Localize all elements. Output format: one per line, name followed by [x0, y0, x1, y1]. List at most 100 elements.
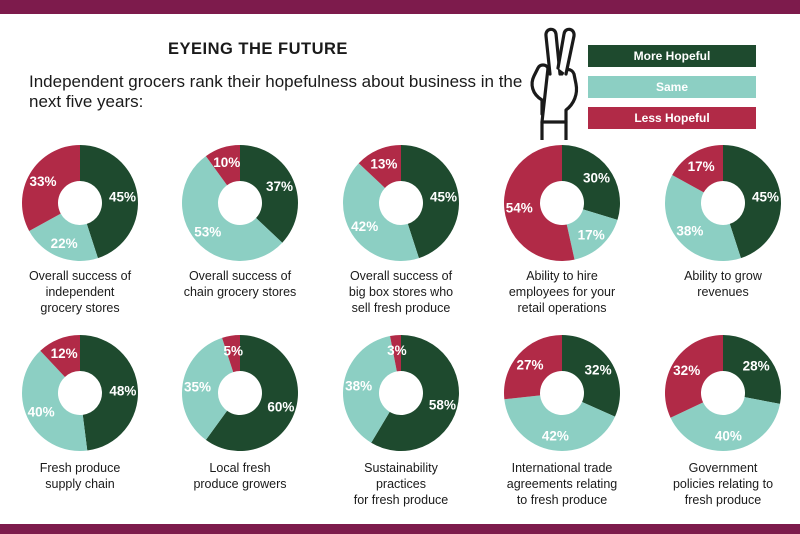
donut-chart-6: 48% 40% 12%: [22, 335, 138, 451]
caption-line: Overall success of: [28, 269, 132, 283]
donut-8-value-same: 38%: [345, 379, 372, 394]
donut-2-slice-more-hopeful: [240, 145, 298, 243]
donut-10-caption: Government policies relating to fresh prod…: [643, 460, 800, 508]
donut-2-slice-same: [182, 156, 283, 261]
caption-line: practices: [375, 477, 427, 491]
donut-9-value-same: 42%: [542, 428, 569, 443]
donut-3-slice-less-hopeful: [358, 145, 401, 188]
donut-1-value-same: 22%: [51, 236, 78, 251]
donut-chart-3: 45% 42% 13%: [343, 145, 459, 261]
donut-10-slice-more-hopeful: [723, 335, 781, 404]
donut-1-value-less-hopeful: 33%: [29, 174, 56, 189]
caption-line: Overall success of: [188, 269, 292, 283]
donut-chart-1: 45% 22% 33%: [22, 145, 138, 261]
donut-3-value-less-hopeful: 13%: [370, 157, 397, 172]
donut-4-caption: Ability to hire employees for your retail …: [482, 268, 642, 316]
donut-5-slice-less-hopeful: [672, 145, 723, 193]
caption-line: Government: [688, 461, 758, 475]
donut-5-caption: Ability to grow revenues: [643, 268, 800, 300]
donut-6-slice-less-hopeful: [40, 335, 80, 377]
donut-6-value-more-hopeful: 48%: [109, 383, 136, 398]
top-border-bar: [0, 0, 800, 14]
caption-line: supply chain: [45, 477, 115, 491]
donut-chart-5: 45% 38% 17%: [665, 145, 781, 261]
donut-chart-9: 32% 42% 27%: [504, 335, 620, 451]
donut-6-slice-same: [22, 350, 88, 451]
donut-8-value-less-hopeful: 3%: [387, 343, 407, 358]
caption-line: for fresh produce: [353, 493, 449, 507]
donut-4-slice-same: [566, 209, 618, 260]
donut-2-caption: Overall success of chain grocery stores: [160, 268, 320, 300]
donut-10-value-same: 40%: [715, 429, 742, 444]
donut-chart-7: 60% 35% 5%: [181, 335, 298, 451]
caption-line: sell fresh produce: [351, 301, 451, 315]
donut-8-slice-less-hopeful: [390, 335, 401, 372]
donut-10-slice-less-hopeful: [665, 335, 723, 418]
donut-4-value-less-hopeful: 54%: [506, 201, 533, 216]
donut-2-slice-less-hopeful: [205, 145, 240, 186]
donut-8-caption: Sustainability practices for fresh produce: [321, 460, 481, 508]
donut-8-value-more-hopeful: 58%: [429, 397, 456, 412]
donut-1-slice-same: [29, 213, 98, 261]
donut-3-slice-more-hopeful: [401, 145, 459, 259]
donut-chart-8: 58% 38% 3%: [343, 335, 459, 451]
donut-chart-4: 30% 17% 54%: [503, 145, 620, 261]
donut-5-slice-more-hopeful: [723, 145, 781, 259]
caption-line: agreements relating: [506, 477, 618, 491]
caption-line: International trade: [511, 461, 613, 475]
donut-4-value-same: 17%: [578, 228, 605, 243]
donut-7-slice-same: [181, 337, 234, 440]
bottom-border-bar: [0, 524, 800, 534]
donut-8-slice-more-hopeful: [371, 335, 459, 451]
donut-10-value-less-hopeful: 32%: [673, 363, 700, 378]
donut-2-value-more-hopeful: 37%: [266, 179, 293, 194]
donut-7-caption: Local fresh produce growers: [160, 460, 320, 492]
caption-line: employees for your: [508, 285, 616, 299]
caption-line: to fresh produce: [516, 493, 608, 507]
caption-line: Ability to grow: [684, 269, 762, 283]
donut-6-value-same: 40%: [28, 404, 55, 419]
page-title: EYEING THE FUTURE: [168, 40, 348, 58]
page-subtitle: Independent grocers rank their hopefulne…: [29, 72, 523, 111]
donut-10-value-more-hopeful: 28%: [743, 359, 770, 374]
caption-line: chain grocery stores: [183, 285, 297, 299]
donut-7-value-same: 35%: [184, 379, 211, 394]
donut-1-caption: Overall success of independent grocery sto…: [0, 268, 160, 316]
caption-line: policies relating to: [672, 477, 774, 491]
caption-line: big box stores who: [348, 285, 454, 299]
crossed-fingers-icon: [530, 27, 579, 140]
donut-7-slice-more-hopeful: [205, 335, 298, 451]
legend: More Hopeful Same Less Hopeful: [588, 45, 756, 138]
caption-line: independent: [45, 285, 115, 299]
caption-line: Ability to hire: [526, 269, 598, 283]
caption-line: Fresh produce: [39, 461, 121, 475]
legend-item-less-hopeful: Less Hopeful: [588, 107, 756, 129]
donut-5-slice-same: [665, 175, 741, 261]
donut-1-slice-less-hopeful: [22, 145, 81, 231]
caption-line: grocery stores: [40, 301, 120, 315]
donut-2-value-same: 53%: [194, 224, 221, 239]
donut-9-caption: International trade agreements relating to…: [482, 460, 642, 508]
donut-1-slice-more-hopeful: [80, 145, 138, 259]
legend-item-same: Same: [588, 76, 756, 98]
caption-line: fresh produce: [684, 493, 762, 507]
caption-line: revenues: [697, 285, 749, 299]
legend-item-more-hopeful: More Hopeful: [588, 45, 756, 67]
donut-3-value-same: 42%: [351, 219, 378, 234]
donut-9-slice-same: [504, 395, 615, 451]
donut-4-slice-less-hopeful: [503, 145, 575, 261]
donut-chart-10: 28% 40% 32%: [665, 335, 781, 451]
donut-3-slice-same: [343, 163, 419, 261]
donut-1-value-more-hopeful: 45%: [109, 189, 136, 204]
donut-2-value-less-hopeful: 10%: [213, 155, 240, 170]
donut-6-caption: Fresh produce supply chain: [0, 460, 160, 492]
donut-9-slice-less-hopeful: [504, 335, 562, 400]
donut-7-value-less-hopeful: 5%: [224, 344, 244, 359]
donut-10-slice-same: [670, 397, 780, 451]
donut-5-value-less-hopeful: 17%: [688, 159, 715, 174]
donut-9-slice-more-hopeful: [562, 335, 620, 417]
donut-chart-2: 37% 53% 10%: [182, 145, 298, 261]
donut-5-value-more-hopeful: 45%: [752, 189, 779, 204]
donut-9-value-less-hopeful: 27%: [516, 357, 543, 372]
caption-line: retail operations: [517, 301, 607, 315]
